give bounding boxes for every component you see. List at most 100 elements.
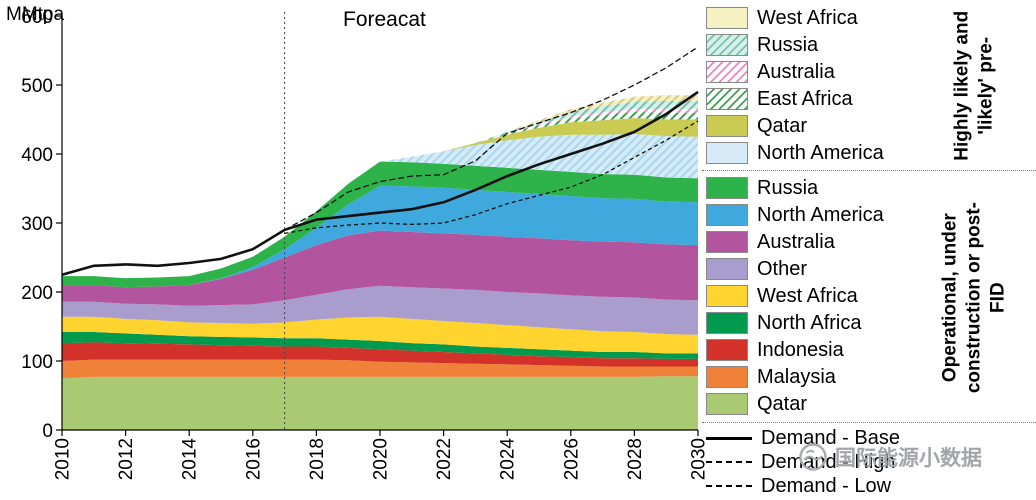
y-tick-label: 400 — [21, 145, 53, 166]
area-russia — [62, 161, 698, 288]
legend-separator — [702, 422, 1036, 423]
legend-label: Demand - Base — [761, 427, 900, 449]
legend-swatch — [706, 114, 748, 137]
x-tick-label: 2016 — [243, 438, 264, 480]
legend-label: West Africa — [757, 6, 858, 29]
legend-group-demand-lines: Demand - Base Demand - High Demand - Low — [706, 426, 900, 498]
area-north-africa — [62, 332, 698, 359]
y-axis-unit-label: MMtpa — [6, 4, 65, 25]
legend-swatch — [706, 338, 748, 361]
area-australia — [62, 230, 698, 306]
y-tick-label: 0 — [42, 421, 53, 442]
legend: West Africa Russia Australia East Africa Qat… — [702, 0, 1036, 500]
legend-swatch — [706, 203, 748, 226]
legend-item-op-north-africa: North Africa — [706, 309, 884, 336]
legend-item-demand-base: Demand - Base — [706, 426, 900, 450]
x-tick-label: 2028 — [625, 438, 646, 480]
watermark-text: 国际能源小数据 — [835, 447, 982, 470]
stacked-areas — [62, 95, 698, 430]
legend-swatch — [706, 257, 748, 280]
legend-swatch — [706, 87, 748, 110]
x-tick-label: 2018 — [307, 438, 328, 480]
legend-swatch — [706, 33, 748, 56]
legend-group-pre-fid: West Africa Russia Australia East Africa Qat… — [706, 4, 884, 166]
legend-label: North America — [757, 141, 884, 164]
watermark: 国际能源小数据 — [798, 442, 982, 472]
legend-item-op-west-africa: West Africa — [706, 282, 884, 309]
pre-fid-group-label: Highly likely and 'likely' pre- — [951, 10, 996, 161]
area-north-america — [62, 185, 698, 288]
legend-swatch — [706, 311, 748, 334]
legend-item-pre-west-africa: West Africa — [706, 4, 884, 31]
x-tick-label: 2012 — [116, 438, 137, 480]
legend-label: North America — [757, 203, 884, 226]
legend-separator — [702, 170, 1036, 171]
legend-item-pre-east-africa: East Africa — [706, 85, 884, 112]
legend-label: Australia — [757, 230, 835, 253]
legend-item-demand-high: Demand - High — [706, 450, 900, 474]
line-demand-base — [61, 90, 699, 277]
forecast-area-chart: 0 100 200 300 400 500 600 2010 2012 2014 2016 2018 2… — [6, 4, 705, 480]
line-demand-high — [284, 46, 699, 231]
x-tick-label: 2026 — [561, 438, 582, 480]
legend-item-op-north-america: North America — [706, 201, 884, 228]
legend-item-demand-low: Demand - Low — [706, 474, 900, 498]
y-tick-label: 100 — [21, 352, 53, 373]
legend-swatch — [706, 141, 748, 164]
area-qatar — [62, 376, 698, 430]
legend-label: North Africa — [757, 311, 862, 334]
legend-swatch — [706, 284, 748, 307]
legend-label: Australia — [757, 60, 835, 83]
area-west-africa — [62, 316, 698, 354]
legend-group-operational: Russia North America Australia Other West Af… — [706, 174, 884, 417]
x-tick-label: 2020 — [371, 438, 392, 480]
y-tick-label: 500 — [21, 76, 53, 97]
legend-label: Demand - High — [761, 451, 896, 473]
legend-item-op-russia: Russia — [706, 174, 884, 201]
legend-swatch — [706, 6, 748, 29]
legend-item-pre-australia: Australia — [706, 58, 884, 85]
x-tick-label: 2014 — [180, 438, 201, 481]
y-tick-label: 200 — [21, 283, 53, 304]
legend-item-pre-russia: Russia — [706, 31, 884, 58]
legend-item-op-malaysia: Malaysia — [706, 363, 884, 390]
area-other — [62, 285, 698, 335]
forecast-annotation: Foreacat — [343, 8, 426, 31]
y-tick-label: 600 — [21, 7, 53, 28]
legend-item-op-australia: Australia — [706, 228, 884, 255]
area-indonesia — [62, 342, 698, 367]
legend-label: Russia — [757, 33, 819, 56]
legend-swatch — [706, 365, 748, 388]
legend-line-swatch — [706, 461, 752, 463]
y-tick-label: 300 — [21, 214, 53, 235]
legend-swatch — [706, 60, 748, 83]
area-malaysia — [62, 359, 698, 379]
plot-root: 0 100 200 300 400 500 600 2010 2012 2014 2016 2018 2… — [21, 7, 705, 480]
legend-swatch — [706, 392, 748, 415]
legend-label: Demand - Low — [761, 475, 892, 497]
legend-item-pre-north-america: North America — [706, 139, 884, 166]
legend-label: Indonesia — [757, 338, 844, 361]
legend-label: Qatar — [757, 392, 808, 415]
legend-item-pre-qatar: Qatar — [706, 112, 884, 139]
x-tick-label: 2030 — [689, 438, 706, 480]
x-tick-label: 2022 — [434, 438, 455, 480]
operational-group-label: Operational, under construction or post-… — [939, 202, 1008, 394]
watermark-logo-icon — [799, 443, 827, 471]
legend-item-op-qatar: Qatar — [706, 390, 884, 417]
legend-line-swatch — [706, 436, 752, 440]
legend-label: Malaysia — [757, 365, 836, 388]
area-hatch-north-america-pre-fid — [62, 134, 698, 279]
legend-line-swatch — [706, 485, 752, 487]
legend-label: Qatar — [757, 114, 808, 137]
legend-label: West Africa — [757, 284, 858, 307]
legend-item-op-indonesia: Indonesia — [706, 336, 884, 363]
legend-swatch — [706, 230, 748, 253]
x-tick-label: 2010 — [53, 438, 74, 480]
x-tick-label: 2024 — [498, 438, 519, 481]
legend-label: Russia — [757, 176, 819, 199]
legend-swatch — [706, 176, 748, 199]
legend-label: Other — [757, 257, 808, 280]
legend-item-op-other: Other — [706, 255, 884, 282]
legend-label: East Africa — [757, 87, 853, 110]
